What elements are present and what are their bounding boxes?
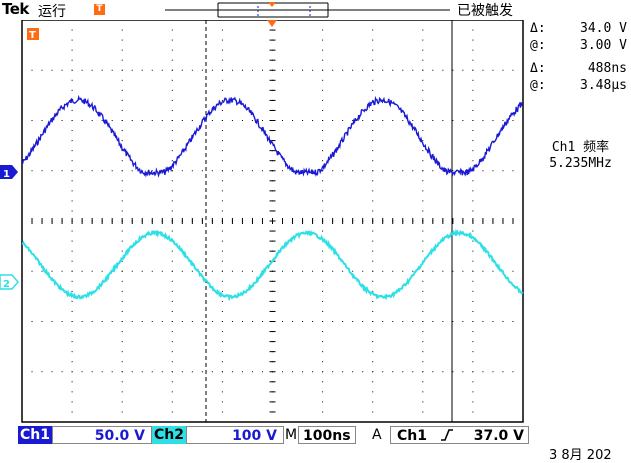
measurement-label: Ch1 频率 <box>551 140 610 155</box>
svg-text:T: T <box>29 30 36 41</box>
voltage-delta: 34.0 V <box>580 21 627 36</box>
scope-screen[interactable]: 1 2 T <box>0 20 530 426</box>
svg-text:1: 1 <box>3 169 10 180</box>
acquisition-status: 已被触发 <box>457 3 513 19</box>
datetime: 3 8月 202 <box>549 448 612 463</box>
ch2-scale[interactable]: 100 V <box>186 426 284 444</box>
ch1-scale[interactable]: 50.0 V <box>52 426 152 444</box>
time-delta-label: Δ: <box>530 61 546 76</box>
time-at: 3.48μs <box>580 78 627 93</box>
time-at-label: @: <box>530 78 546 93</box>
trigger-settings[interactable]: Ch1 37.0 V <box>390 426 529 444</box>
measurement-value: 5.235MHz <box>549 156 612 171</box>
ch2-waveform <box>21 228 524 302</box>
trigger-mode-label: A <box>372 427 382 443</box>
timebase[interactable]: 100ns <box>298 426 356 444</box>
svg-text:2: 2 <box>3 279 10 290</box>
cursors <box>205 20 453 422</box>
record-position-bar <box>165 2 450 18</box>
brand-logo: Tek <box>2 0 29 18</box>
ch1-label[interactable]: Ch1 <box>18 426 52 444</box>
time-delta: 488ns <box>587 61 627 76</box>
trigger-level: 37.0 V <box>473 428 524 444</box>
voltage-delta-label: Δ: <box>530 21 546 36</box>
cursor-readouts: Δ: 34.0 V @: 3.00 V Δ: 488ns @: 3.48μs Ch1 频… <box>530 20 631 171</box>
voltage-at: 3.00 V <box>580 38 627 53</box>
timebase-label: M <box>284 427 298 443</box>
frequency-measurement: Ch1 频率 5.235MHz <box>530 140 631 172</box>
trigger-level-marker: T <box>27 28 39 41</box>
run-state: 运行 <box>38 4 66 20</box>
voltage-at-label: @: <box>530 38 546 53</box>
trigger-position-marker: T <box>94 4 105 15</box>
trigger-point-marker <box>267 20 277 27</box>
rising-edge-icon <box>440 429 453 441</box>
ch1-ground-marker: 1 <box>0 165 18 180</box>
ch1-waveform <box>21 94 524 178</box>
ch2-ground-marker: 2 <box>0 274 19 290</box>
ch2-label[interactable]: Ch2 <box>152 426 186 444</box>
trigger-source: Ch1 <box>397 428 427 444</box>
graticule <box>21 20 524 423</box>
status-bar: Ch1 50.0 V Ch2 100 V M 100ns A Ch1 37.0 … <box>18 426 529 444</box>
